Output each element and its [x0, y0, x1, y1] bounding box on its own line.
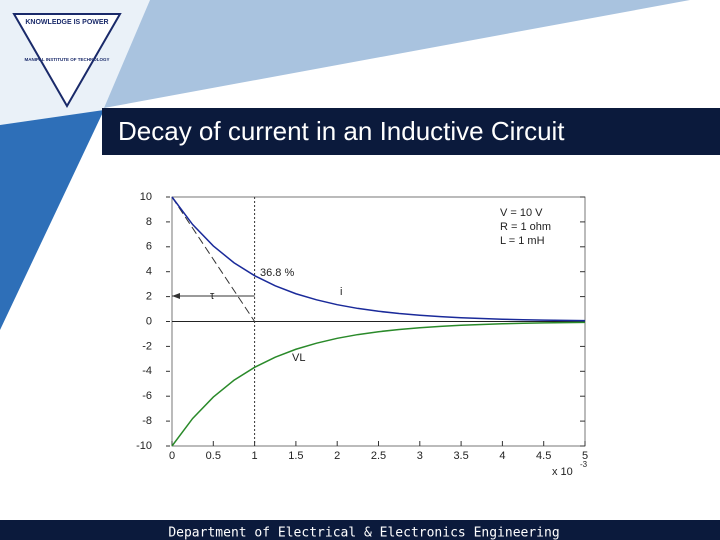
x-multiplier-exp: -3	[580, 460, 588, 469]
footer-bar	[0, 520, 720, 540]
y-tick-label: 8	[146, 216, 152, 228]
line-series	[171, 321, 586, 447]
arrow-head	[172, 293, 180, 299]
x-tick-label: 2	[334, 450, 340, 462]
decor	[104, 0, 690, 108]
footer: Department of Electrical & Electronics E…	[168, 526, 559, 540]
decor	[0, 110, 104, 330]
series-label: VL	[292, 352, 305, 364]
y-tick-label: 4	[146, 266, 152, 278]
annotation: V = 10 V	[500, 207, 543, 219]
y-tick-label: -4	[142, 365, 152, 377]
logo	[12, 13, 122, 109]
y-tick-label: 10	[140, 191, 152, 203]
y-tick-label: 2	[146, 291, 152, 303]
x-tick-label: 3.5	[453, 450, 468, 462]
x-tick-label: 1.5	[288, 450, 303, 462]
x-tick-label: 0	[169, 450, 175, 462]
x-tick-label: 3	[417, 450, 423, 462]
annotation: 36.8 %	[260, 267, 294, 279]
y-tick-label: -8	[142, 415, 152, 427]
tangent-line	[171, 196, 256, 322]
y-tick-label: -2	[142, 340, 152, 352]
slide-title: Decay of current in an Inductive Circuit	[118, 116, 565, 146]
x-tick-label: 5	[582, 450, 588, 462]
x-tick-label: 1	[252, 450, 258, 462]
annotation: L = 1 mH	[500, 235, 545, 247]
line-series	[171, 196, 586, 322]
y-tick-label: 6	[146, 241, 152, 253]
logo-institute: MANIPAL INSTITUTE OF TECHNOLOGY	[24, 57, 109, 62]
x-tick-label: 0.5	[206, 450, 221, 462]
annotation: R = 1 ohm	[500, 221, 551, 233]
x-tick-label: 4.5	[536, 450, 551, 462]
x-multiplier: x 10	[552, 466, 573, 478]
y-tick-label: 0	[146, 315, 152, 327]
x-tick-label: 2.5	[371, 450, 386, 462]
title-bar	[102, 108, 720, 155]
y-tick-label: -6	[142, 390, 152, 402]
y-tick-label: -10	[136, 440, 152, 452]
logo-motto: KNOWLEDGE IS POWER	[25, 19, 108, 26]
annotation: τ	[210, 290, 215, 302]
series-label: i	[340, 286, 342, 298]
x-tick-label: 4	[499, 450, 505, 462]
